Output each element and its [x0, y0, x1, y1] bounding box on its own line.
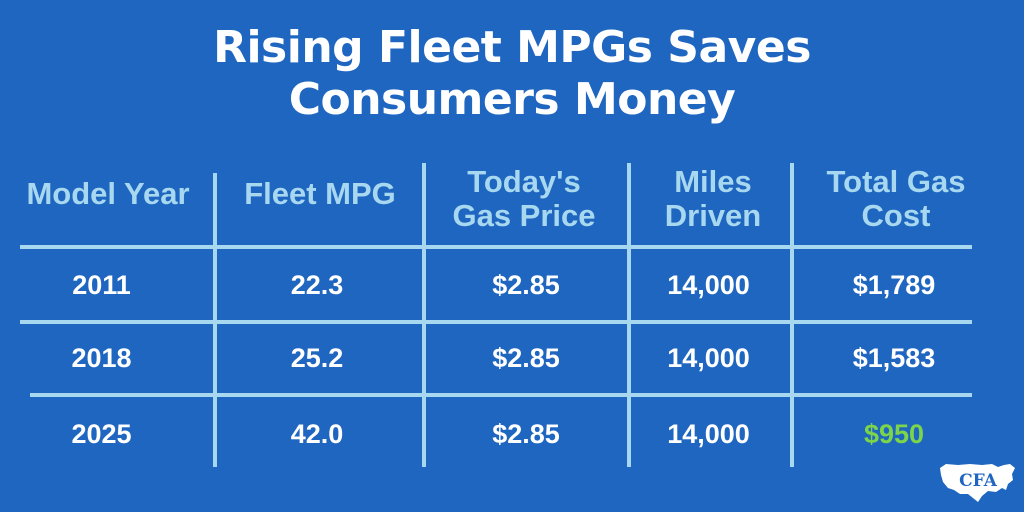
cell-fleet-mpg: 22.3	[290, 270, 344, 300]
cell-model-year: 2018	[71, 343, 132, 373]
column-divider-line	[213, 173, 217, 467]
cell-miles-driven: 14,000	[667, 270, 750, 300]
header-model-year: Model Year	[26, 176, 190, 211]
title-line-2: Consumers Money	[288, 74, 736, 125]
header-total-gas-cost: Total Gas Cost	[826, 164, 966, 233]
title-line-1: Rising Fleet MPGs Saves	[213, 22, 811, 73]
cell-miles-driven: 14,000	[667, 343, 750, 373]
header-divider-line	[20, 245, 972, 249]
cell-fleet-mpg: 25.2	[290, 343, 344, 373]
header-miles-driven: Miles Driven	[664, 164, 762, 233]
cell-gas-price: $2.85	[492, 270, 560, 300]
cell-total-gas-cost-highlight: $950	[863, 419, 925, 449]
row-divider-line	[20, 320, 972, 324]
us-map-icon	[940, 464, 1015, 502]
column-divider-line	[627, 163, 631, 467]
row-divider-line	[30, 393, 972, 397]
column-divider-line	[422, 163, 426, 467]
header-fleet-mpg: Fleet MPG	[244, 176, 396, 211]
cell-model-year: 2025	[71, 419, 132, 449]
cell-total-gas-cost: $1,583	[852, 343, 936, 373]
cfa-logo: CFA	[940, 464, 1015, 502]
cfa-logo-text: CFA	[959, 471, 998, 491]
column-divider-line	[790, 163, 794, 467]
cell-total-gas-cost: $1,789	[852, 270, 936, 300]
cell-gas-price: $2.85	[492, 419, 560, 449]
header-gas-price: Today's Gas Price	[452, 164, 596, 233]
cell-miles-driven: 14,000	[667, 419, 750, 449]
cell-model-year: 2011	[72, 270, 131, 300]
cell-fleet-mpg: 42.0	[290, 419, 344, 449]
page-title: Rising Fleet MPGs Saves Consumers Money	[0, 22, 1024, 126]
cell-gas-price: $2.85	[492, 343, 560, 373]
